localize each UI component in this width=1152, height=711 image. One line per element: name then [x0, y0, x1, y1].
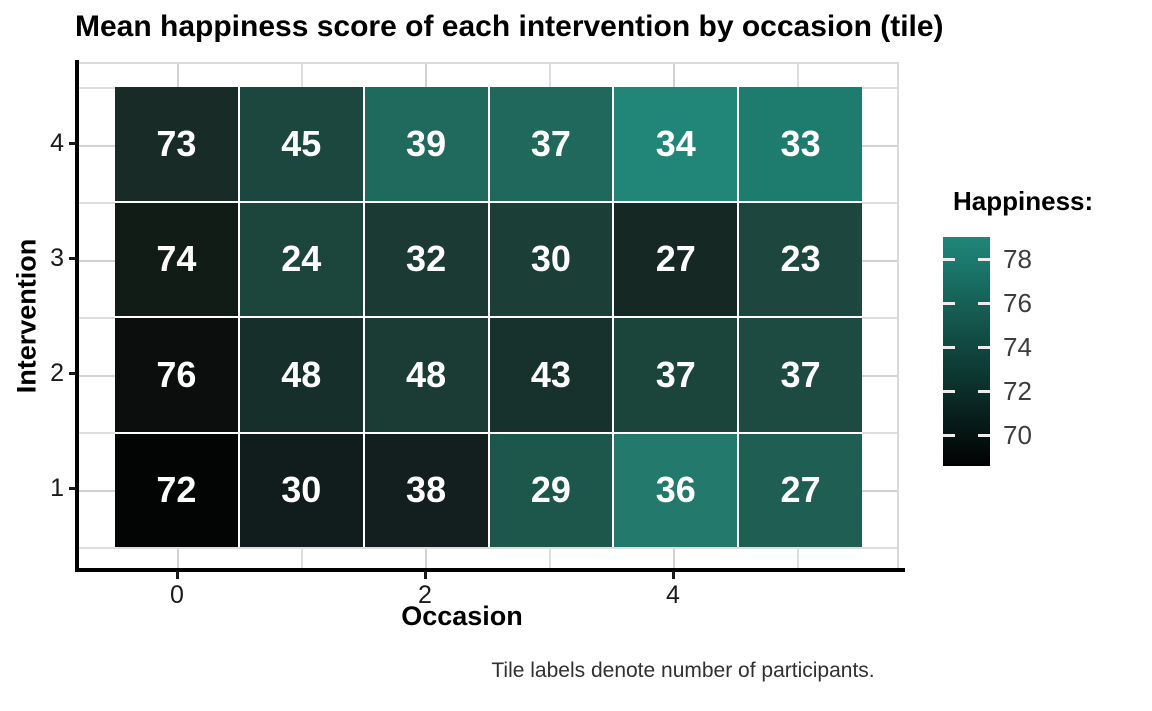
chart-caption: Tile labels denote number of participant…	[491, 659, 875, 682]
heatmap-tile: 23	[739, 202, 862, 316]
y-tick-label: 4	[50, 129, 64, 157]
y-tick-mark	[69, 372, 76, 375]
heatmap-tile: 76	[115, 318, 238, 432]
y-tick-mark	[69, 257, 76, 260]
y-tick-label: 3	[50, 244, 64, 272]
x-tick-mark	[672, 571, 675, 579]
legend-tick-mark	[978, 302, 990, 305]
heatmap-tile: 36	[614, 433, 738, 547]
legend-tick-label: 70	[1003, 420, 1032, 450]
y-tick-label: 1	[50, 474, 64, 502]
heatmap-tile: 39	[364, 87, 488, 201]
x-tick-mark	[424, 571, 427, 579]
heatmap-tile: 30	[239, 433, 363, 547]
heatmap-tile: 37	[739, 318, 862, 432]
heatmap-tile: 45	[239, 87, 363, 201]
y-tick-mark	[69, 487, 76, 490]
x-tick-label: 4	[666, 581, 680, 609]
chart-title: Mean happiness score of each interventio…	[75, 10, 944, 43]
heatmap-tile: 34	[614, 87, 738, 201]
x-axis-line	[75, 568, 905, 572]
legend-tick-mark	[943, 346, 955, 349]
legend-colorbar	[943, 237, 990, 466]
heatmap-tile: 48	[239, 318, 363, 432]
legend-tick-label: 76	[1003, 288, 1032, 318]
heatmap-tile: 37	[614, 318, 738, 432]
legend-title: Happiness:	[953, 186, 1094, 216]
heatmap-tile: 72	[115, 433, 238, 547]
heatmap-tile: 33	[739, 87, 862, 201]
gridline-horizontal	[78, 547, 897, 549]
legend-tick-mark	[943, 258, 955, 261]
heatmap-tile: 37	[489, 87, 613, 201]
heatmap-tile: 30	[489, 202, 613, 316]
heatmap-tile: 27	[739, 433, 862, 547]
x-tick-label: 2	[418, 581, 432, 609]
legend-tick-mark	[978, 258, 990, 261]
x-tick-label: 0	[170, 581, 184, 609]
heatmap-tile: 43	[489, 318, 613, 432]
heatmap-tile: 38	[364, 433, 488, 547]
x-axis-title: Occasion	[401, 601, 523, 631]
y-axis-line	[75, 60, 79, 572]
legend-tick-mark	[943, 390, 955, 393]
legend-tick-label: 78	[1003, 244, 1032, 274]
legend-tick-label: 74	[1003, 332, 1032, 362]
legend-tick-mark	[978, 346, 990, 349]
heatmap-tile: 74	[115, 202, 238, 316]
legend-tick-mark	[978, 390, 990, 393]
plot-panel: 73 45 39 37 34 33 74 24 32 30 27 23 76 48 48 43 37 37 72 30…	[78, 62, 899, 570]
legend-tick-mark	[943, 302, 955, 305]
legend-tick-label: 72	[1003, 376, 1032, 406]
y-tick-label: 2	[50, 359, 64, 387]
heatmap-tile: 73	[115, 87, 238, 201]
heatmap-tile: 48	[364, 318, 488, 432]
heatmap-tile: 24	[239, 202, 363, 316]
heatmap-tile: 27	[614, 202, 738, 316]
y-tick-mark	[69, 142, 76, 145]
x-tick-mark	[176, 571, 179, 579]
heatmap-tiles: 73 45 39 37 34 33 74 24 32 30 27 23 76 48 48 43 37 37 72 30…	[115, 87, 862, 547]
legend-tick-mark	[943, 434, 955, 437]
heatmap-tile: 32	[364, 202, 488, 316]
heatmap-tile: 29	[489, 433, 613, 547]
legend-tick-mark	[978, 434, 990, 437]
